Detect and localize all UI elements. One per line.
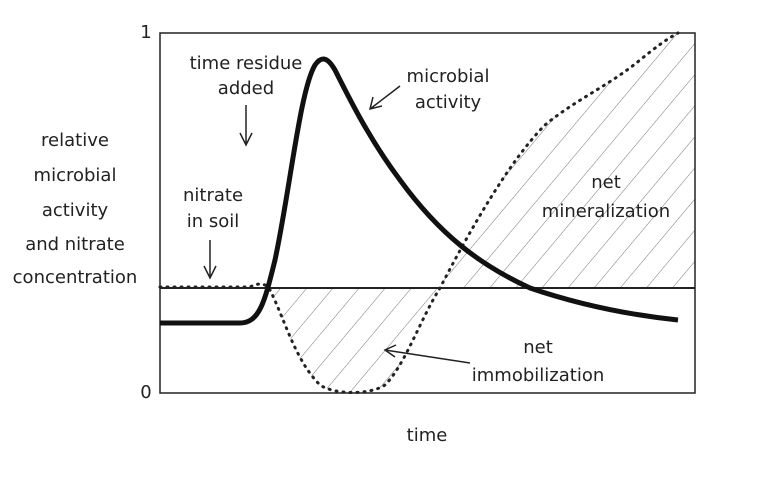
annotation: net — [523, 337, 553, 358]
annotation: microbial — [407, 66, 490, 87]
y-axis-label: concentration — [13, 267, 138, 288]
annotation: immobilization — [472, 365, 604, 386]
plot-frame — [159, 32, 696, 394]
microbial-curve — [160, 56, 679, 326]
y-axis-label: microbial — [34, 165, 117, 186]
annotation: added — [218, 78, 274, 99]
mineralization-area — [440, 33, 695, 288]
annotation: in soil — [187, 211, 240, 232]
y-tick-label: 1 — [140, 22, 151, 43]
annotation: net — [591, 172, 621, 193]
annotation: nitrate — [183, 185, 243, 206]
immobilization-area — [268, 288, 440, 393]
annotation: activity — [415, 92, 482, 113]
annotation: time residue — [190, 53, 303, 74]
y-axis-label: and nitrate — [25, 234, 125, 255]
arrows — [203, 85, 471, 364]
y-axis-label: activity — [42, 200, 109, 221]
nitrate-curve — [158, 31, 680, 394]
y-tick-label: 0 — [140, 382, 151, 403]
annotation: mineralization — [542, 201, 670, 222]
y-axis-label: relative — [41, 130, 109, 151]
x-axis-label: time — [407, 425, 448, 446]
